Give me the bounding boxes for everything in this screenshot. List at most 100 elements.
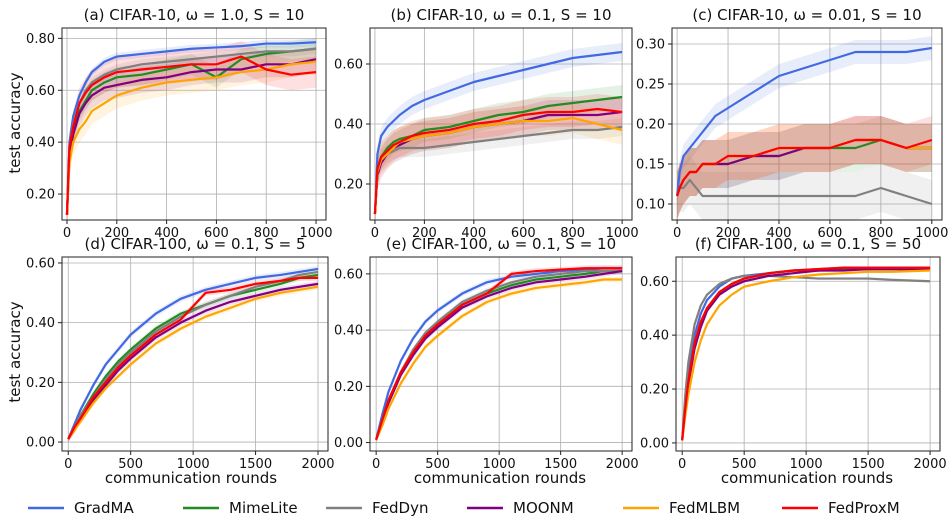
y-tick-label: 0.60 <box>26 256 55 271</box>
series-line-fedproxm <box>375 267 623 441</box>
xlabel-e: communication rounds <box>414 469 586 487</box>
series-line-feddyn <box>681 274 931 441</box>
band-moonm <box>677 116 932 220</box>
series-line-fedmlbm <box>375 278 623 441</box>
series-line-fedproxm <box>681 266 931 441</box>
series-line-moonm <box>65 58 317 215</box>
x-tick-label: 1500 <box>239 457 272 472</box>
x-tick-label: 600 <box>204 226 229 241</box>
panel-title: (f) CIFAR-100, ω = 0.1, S = 50 <box>695 235 921 253</box>
x-tick-label: 500 <box>425 457 450 472</box>
panel-2: 0 200 400 600 800 1000 0.10 0.15 0.20 0.25 0.30 (c)… <box>636 6 948 241</box>
y-tick-label: 0.40 <box>640 329 669 344</box>
panel-title: (e) CIFAR-100, ω = 0.1, S = 10 <box>386 235 616 253</box>
y-tick-label: 0.25 <box>636 78 665 93</box>
y-tick-label: 0.20 <box>334 380 363 395</box>
y-tick-label: 0.60 <box>334 267 363 282</box>
plot-frame <box>61 27 327 221</box>
y-tick-label: 0.40 <box>334 324 363 339</box>
x-tick-label: 600 <box>818 226 843 241</box>
panel-0: 0 200 400 600 800 1000 0.20 0.40 0.60 0.80 (a) CIF… <box>26 6 333 241</box>
series-line-gradma <box>67 267 319 440</box>
x-tick-label: 0 <box>63 226 71 241</box>
panel-5: 0 500 1000 1500 2000 0.00 0.20 0.40 0.60 (f) CIFA… <box>640 235 947 472</box>
legend-label: FedDyn <box>372 499 429 517</box>
band-feddyn <box>374 118 623 220</box>
x-tick-label: 1000 <box>483 457 516 472</box>
y-tick-label: 0.60 <box>26 84 55 99</box>
legend-item-fedproxm: FedProxM <box>782 499 900 517</box>
series-line-moonm <box>375 269 623 441</box>
x-tick-label: 500 <box>732 457 757 472</box>
panel-title: (c) CIFAR-10, ω = 0.01, S = 10 <box>692 6 921 24</box>
y-tick-label: 0.00 <box>334 436 363 451</box>
panel-1: 0 200 400 600 800 1000 0.20 0.40 0.60 (b) CIFAR-1… <box>334 6 639 241</box>
series-group <box>675 36 933 220</box>
series-line-fedmlbm <box>681 269 931 441</box>
band-gradma <box>677 36 932 208</box>
panel-title: (a) CIFAR-10, ω = 1.0, S = 10 <box>84 6 305 24</box>
panel-3: 0 500 1000 1500 2000 0.00 0.20 0.40 0.60 (d) CIFA… <box>26 235 335 472</box>
xlabel-d: communication rounds <box>105 469 277 487</box>
series-line-fedproxm <box>65 55 317 215</box>
legend-item-feddyn: FedDyn <box>326 499 429 517</box>
legend-item-gradma: GradMA <box>28 499 134 517</box>
band-fedproxm <box>677 116 932 220</box>
x-tick-label: 800 <box>254 226 279 241</box>
x-tick-label: 1000 <box>915 226 948 241</box>
band-gradma <box>374 43 623 220</box>
ylabel-bottom: test accuracy <box>6 301 24 402</box>
legend-label: MimeLite <box>229 499 298 517</box>
band-mimelite <box>374 85 623 220</box>
plot-frame <box>369 256 633 452</box>
legend-label: FedProxM <box>828 499 900 517</box>
legend-label: MOONM <box>513 499 574 517</box>
x-tick-label: 0 <box>64 457 72 472</box>
y-tick-label: 0.20 <box>636 118 665 133</box>
x-tick-label: 600 <box>511 226 536 241</box>
series-line-fedproxm <box>676 138 933 197</box>
x-tick-label: 200 <box>716 226 741 241</box>
panel-4: 0 500 1000 1500 2000 0.00 0.20 0.40 0.60 (e) CIFA… <box>334 235 639 472</box>
series-group <box>65 38 317 220</box>
x-tick-label: 0 <box>372 457 380 472</box>
y-tick-label: 0.20 <box>26 376 55 391</box>
y-tick-label: 0.10 <box>636 198 665 213</box>
y-tick-label: 0.40 <box>334 118 363 133</box>
band-fedproxm <box>66 40 317 220</box>
x-tick-label: 0 <box>678 457 686 472</box>
y-tick-label: 0.00 <box>640 436 669 451</box>
x-tick-label: 400 <box>154 226 179 241</box>
band-mimelite <box>66 38 317 220</box>
x-tick-label: 2000 <box>301 457 334 472</box>
series-group <box>373 43 623 220</box>
x-tick-label: 200 <box>412 226 437 241</box>
series-line-gradma <box>65 41 317 215</box>
y-tick-label: 0.80 <box>26 32 55 47</box>
band-fedproxm <box>374 94 623 220</box>
y-tick-label: 0.40 <box>26 136 55 151</box>
band-feddyn <box>677 156 932 220</box>
x-tick-label: 0 <box>673 226 681 241</box>
series-line-gradma <box>675 46 932 197</box>
legend-label: GradMA <box>74 499 134 517</box>
x-tick-label: 1500 <box>852 457 885 472</box>
x-tick-label: 400 <box>767 226 792 241</box>
xlabel-f: communication rounds <box>721 469 893 487</box>
x-tick-label: 500 <box>118 457 143 472</box>
y-tick-label: 0.30 <box>636 38 665 53</box>
x-tick-label: 1000 <box>790 457 823 472</box>
series-line-fedmlbm <box>67 285 319 440</box>
series-group <box>681 266 931 442</box>
x-tick-label: 400 <box>461 226 486 241</box>
x-tick-label: 1000 <box>177 457 210 472</box>
series-line-fedmlbm <box>373 116 623 215</box>
x-tick-label: 1000 <box>299 226 332 241</box>
y-tick-label: 0.00 <box>26 436 55 451</box>
x-tick-label: 1000 <box>606 226 639 241</box>
y-tick-label: 0.60 <box>334 58 363 73</box>
x-tick-label: 0 <box>371 226 379 241</box>
legend: GradMA MimeLite FedDyn MOONM FedMLBM FedProxM <box>28 499 900 517</box>
series-line-feddyn <box>676 178 933 206</box>
series-line-gradma <box>375 267 623 441</box>
